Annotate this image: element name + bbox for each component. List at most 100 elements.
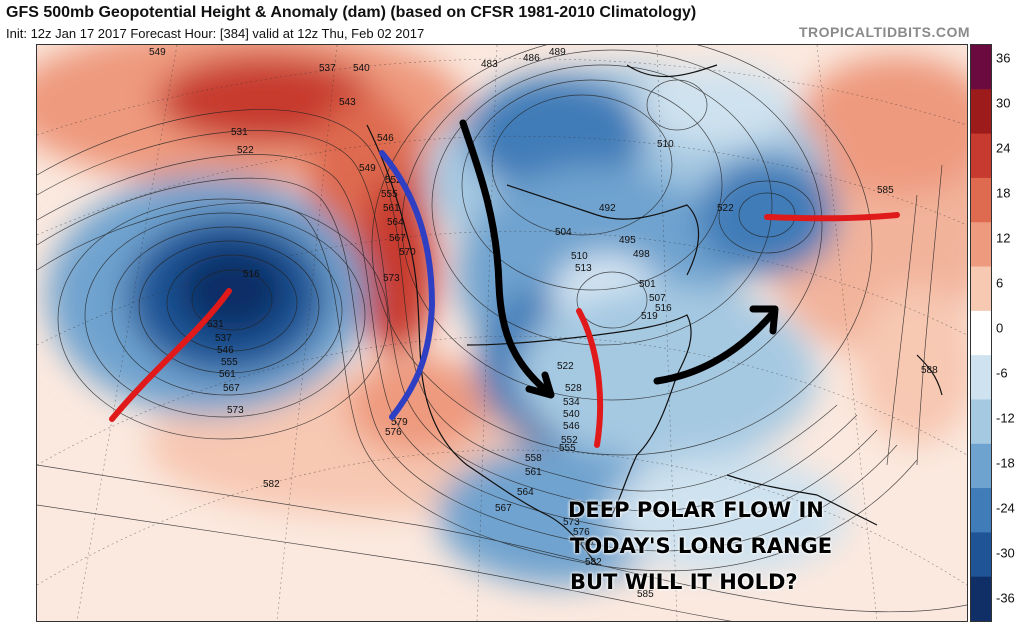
contour-label: 522 bbox=[557, 361, 574, 372]
contour-label: 546 bbox=[217, 345, 234, 356]
exit-flow-arrow bbox=[653, 309, 777, 385]
colorbar-tick-label: 24 bbox=[996, 140, 1011, 156]
contour-label: 537 bbox=[319, 63, 336, 74]
contour-label: 573 bbox=[383, 273, 400, 284]
colorbar-tick-label: -36 bbox=[996, 590, 1015, 606]
contour-label: 558 bbox=[525, 453, 542, 464]
ridge-axis-line bbox=[379, 150, 435, 420]
anomaly-shading bbox=[37, 45, 967, 585]
contour-label: 522 bbox=[237, 145, 254, 156]
contour-label: 570 bbox=[399, 247, 416, 258]
trough-axis-atlantic bbox=[764, 212, 900, 222]
contour-label: 549 bbox=[149, 47, 166, 58]
colorbar-tick-label: 0 bbox=[996, 320, 1004, 336]
analyst-annotations bbox=[109, 119, 900, 448]
annotation-line-1: DEEP POLAR FLOW IN bbox=[568, 498, 824, 522]
contour-label: 528 bbox=[565, 383, 582, 394]
contour-label: 555 bbox=[381, 189, 398, 200]
colorbar-swatch bbox=[971, 576, 991, 621]
contour-label: 576 bbox=[573, 527, 590, 538]
contour-label: 564 bbox=[387, 217, 404, 228]
contour-label: 531 bbox=[231, 127, 248, 138]
contour-label: 561 bbox=[383, 203, 400, 214]
contour-label: 483 bbox=[481, 59, 498, 70]
colorbar-swatch bbox=[971, 488, 991, 534]
contour-label: 549 bbox=[359, 163, 376, 174]
contour-label: 519 bbox=[641, 311, 658, 322]
contour-label: 573 bbox=[227, 405, 244, 416]
contour-label: 537 bbox=[215, 333, 232, 344]
trough-axis-east bbox=[576, 308, 604, 448]
colorbar-tick-label: 6 bbox=[996, 275, 1004, 291]
contour-label: 510 bbox=[571, 251, 588, 262]
colorbar-tick-label: -6 bbox=[996, 365, 1008, 381]
colorbar-tick-label: -24 bbox=[996, 500, 1015, 516]
colorbar-tick-label: -12 bbox=[996, 410, 1015, 426]
contour-label: 576 bbox=[385, 427, 402, 438]
height-anomaly-map: 549 537 540 531 522 543 546 549 552 555 561 564 567 5… bbox=[36, 44, 968, 622]
contour-label: 582 bbox=[585, 557, 602, 568]
colorbar-tick-label: 30 bbox=[996, 95, 1011, 111]
exit-flow-arrowhead bbox=[749, 305, 779, 335]
contour-label: 534 bbox=[563, 397, 580, 408]
contour-label: 552 bbox=[385, 175, 402, 186]
contour-label: 540 bbox=[353, 63, 370, 74]
colorbar-swatch bbox=[971, 355, 991, 401]
contour-label: 579 bbox=[391, 417, 408, 428]
site-watermark: TROPICALTIDBITS.COM bbox=[798, 24, 970, 40]
contour-label: 507 bbox=[649, 293, 666, 304]
colorbar-swatch bbox=[971, 45, 991, 91]
annotation-line-2: TODAY'S LONG RANGE bbox=[570, 534, 833, 558]
contour-label: 498 bbox=[633, 249, 650, 260]
colorbar-swatch bbox=[971, 266, 991, 312]
contour-label: 516 bbox=[243, 269, 260, 280]
colorbar-swatch bbox=[971, 532, 991, 578]
colorbar-tick-label: -18 bbox=[996, 455, 1015, 471]
contour-label: 489 bbox=[549, 47, 566, 58]
polar-flow-arrowhead bbox=[525, 371, 555, 399]
contour-label: 522 bbox=[717, 203, 734, 214]
contour-label: 546 bbox=[563, 421, 580, 432]
contour-label: 567 bbox=[223, 383, 240, 394]
contour-label: 546 bbox=[377, 133, 394, 144]
coastlines bbox=[366, 64, 943, 566]
colorbar-tick-label: 18 bbox=[996, 185, 1011, 201]
contour-label: 516 bbox=[655, 303, 672, 314]
chart-title: GFS 500mb Geopotential Height & Anomaly … bbox=[6, 4, 697, 21]
contour-label: 504 bbox=[555, 227, 572, 238]
contour-label: 555 bbox=[221, 357, 238, 368]
contour-label: 510 bbox=[657, 139, 674, 150]
colorbar-tick-label: 12 bbox=[996, 230, 1011, 246]
anomaly-colorbar bbox=[970, 44, 992, 622]
contour-label: 585 bbox=[637, 589, 654, 600]
contour-label: 561 bbox=[525, 467, 542, 478]
contour-label: 543 bbox=[339, 97, 356, 108]
contour-label: 567 bbox=[389, 233, 406, 244]
colorbar-swatch bbox=[971, 222, 991, 268]
contour-label: 567 bbox=[495, 503, 512, 514]
colorbar-swatch bbox=[971, 310, 991, 357]
contour-label: 495 bbox=[619, 235, 636, 246]
annotation-line-3: BUT WILL IT HOLD? bbox=[570, 570, 798, 594]
forecast-info: Init: 12z Jan 17 2017 Forecast Hour: [38… bbox=[6, 26, 425, 41]
contour-label: 585 bbox=[877, 185, 894, 196]
colorbar-swatch bbox=[971, 443, 991, 490]
colorbar-swatch bbox=[971, 133, 991, 179]
contour-label: 492 bbox=[599, 203, 616, 214]
trough-axis-pacific bbox=[109, 288, 232, 422]
contour-label: 486 bbox=[523, 53, 540, 64]
colorbar-swatch bbox=[971, 89, 991, 135]
contour-label: 588 bbox=[921, 365, 938, 376]
contour-label: 513 bbox=[575, 263, 592, 274]
contour-label: 564 bbox=[517, 487, 534, 498]
contour-label: 579 bbox=[577, 537, 594, 548]
contour-label: 582 bbox=[263, 479, 280, 490]
colorbar-tick-label: -30 bbox=[996, 545, 1015, 561]
contour-label: 555 bbox=[559, 443, 576, 454]
contour-label: 531 bbox=[207, 319, 224, 330]
height-contours bbox=[37, 45, 967, 621]
contour-label: 501 bbox=[639, 279, 656, 290]
contour-label: 552 bbox=[561, 435, 578, 446]
colorbar-swatch bbox=[971, 177, 991, 224]
